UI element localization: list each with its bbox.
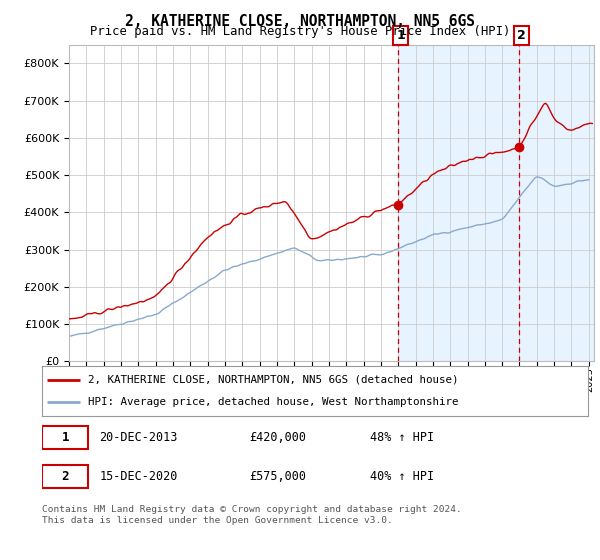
Text: 1: 1 [396, 29, 405, 42]
Text: 2: 2 [61, 470, 69, 483]
FancyBboxPatch shape [42, 426, 88, 449]
Text: 2, KATHERINE CLOSE, NORTHAMPTON, NN5 6GS (detached house): 2, KATHERINE CLOSE, NORTHAMPTON, NN5 6GS… [88, 375, 459, 385]
Text: 20-DEC-2013: 20-DEC-2013 [100, 431, 178, 444]
Text: 2, KATHERINE CLOSE, NORTHAMPTON, NN5 6GS: 2, KATHERINE CLOSE, NORTHAMPTON, NN5 6GS [125, 14, 475, 29]
Text: HPI: Average price, detached house, West Northamptonshire: HPI: Average price, detached house, West… [88, 397, 459, 407]
Text: £575,000: £575,000 [250, 470, 307, 483]
Text: 48% ↑ HPI: 48% ↑ HPI [370, 431, 434, 444]
Text: Price paid vs. HM Land Registry's House Price Index (HPI): Price paid vs. HM Land Registry's House … [90, 25, 510, 38]
Text: 2: 2 [517, 29, 526, 42]
Text: £420,000: £420,000 [250, 431, 307, 444]
Text: Contains HM Land Registry data © Crown copyright and database right 2024.
This d: Contains HM Land Registry data © Crown c… [42, 505, 462, 525]
Text: 15-DEC-2020: 15-DEC-2020 [100, 470, 178, 483]
FancyBboxPatch shape [42, 465, 88, 488]
Bar [398, 45, 594, 361]
Text: 1: 1 [61, 431, 69, 444]
Text: 40% ↑ HPI: 40% ↑ HPI [370, 470, 434, 483]
